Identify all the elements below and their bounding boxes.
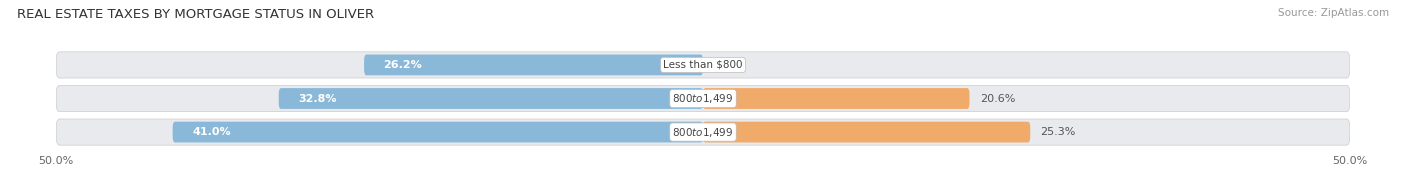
Text: 25.3%: 25.3% (1040, 127, 1076, 137)
Text: Source: ZipAtlas.com: Source: ZipAtlas.com (1278, 8, 1389, 18)
FancyBboxPatch shape (56, 52, 1350, 78)
Text: Less than $800: Less than $800 (664, 60, 742, 70)
Text: REAL ESTATE TAXES BY MORTGAGE STATUS IN OLIVER: REAL ESTATE TAXES BY MORTGAGE STATUS IN … (17, 8, 374, 21)
FancyBboxPatch shape (173, 122, 703, 142)
Text: 32.8%: 32.8% (298, 93, 336, 103)
Text: 41.0%: 41.0% (193, 127, 231, 137)
Text: $800 to $1,499: $800 to $1,499 (672, 126, 734, 139)
FancyBboxPatch shape (278, 88, 703, 109)
FancyBboxPatch shape (703, 88, 970, 109)
FancyBboxPatch shape (56, 119, 1350, 145)
FancyBboxPatch shape (56, 85, 1350, 112)
FancyBboxPatch shape (364, 54, 703, 75)
Text: 0.0%: 0.0% (713, 60, 741, 70)
Text: 26.2%: 26.2% (384, 60, 422, 70)
Text: 20.6%: 20.6% (980, 93, 1015, 103)
FancyBboxPatch shape (703, 122, 1031, 142)
Text: $800 to $1,499: $800 to $1,499 (672, 92, 734, 105)
